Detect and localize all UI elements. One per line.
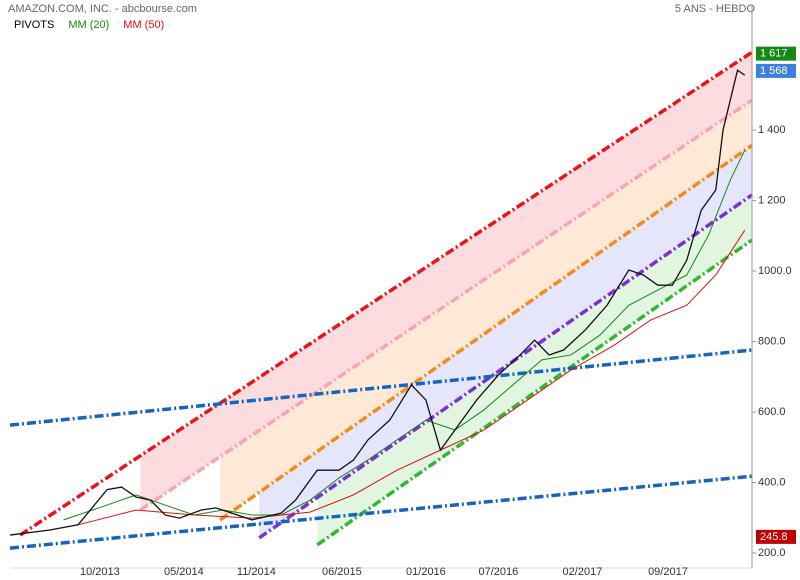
pivot-line: [219, 143, 754, 522]
price-line: [9, 69, 746, 536]
price-label-box: [756, 46, 796, 61]
price-label: 1 617: [760, 48, 788, 60]
pivot-line: [139, 98, 753, 512]
legend-entry: MM (50): [123, 19, 164, 31]
y-tick-label: 800.0: [758, 335, 786, 347]
price-label: 1 568: [760, 65, 788, 77]
chart-title: AMAZON.COM, INC. - abcbourse.com: [8, 3, 197, 15]
x-tick-label: 06/2015: [322, 566, 362, 578]
y-tick-label: 400.0: [758, 476, 786, 488]
pivot-line: [258, 193, 753, 540]
price-label-box: [756, 529, 796, 544]
channel-fill: [259, 145, 752, 538]
legend-entry: MM (20): [68, 19, 109, 31]
y-tick-label: 1 400: [758, 124, 786, 136]
moving-average: [77, 229, 746, 526]
x-tick-label: 02/2017: [563, 566, 603, 578]
pivot-line: [9, 474, 753, 550]
pivot-line: [9, 348, 753, 427]
y-tick-label: 1000.0: [758, 265, 792, 277]
y-tick-label: 600.0: [758, 406, 786, 418]
x-tick-label: 10/2013: [80, 566, 120, 578]
x-tick-label: 09/2017: [648, 566, 688, 578]
price-label-box: [756, 63, 796, 78]
x-tick-label: 05/2014: [164, 566, 204, 578]
price-label: 245.8: [760, 531, 788, 543]
channel-fill: [220, 100, 752, 520]
pivot-line: [19, 50, 753, 537]
channel-fill: [317, 194, 752, 545]
y-tick-label: 200.0: [758, 547, 786, 559]
x-tick-label: 07/2016: [479, 566, 519, 578]
chart-subtitle: 5 ANS - HEBDO: [675, 3, 756, 15]
x-tick-label: 01/2016: [406, 566, 446, 578]
y-tick-label: 1 200: [758, 195, 786, 207]
pivot-line: [316, 238, 754, 547]
x-tick-label: 11/2014: [237, 566, 276, 578]
legend-entry: PIVOTS: [14, 19, 54, 31]
